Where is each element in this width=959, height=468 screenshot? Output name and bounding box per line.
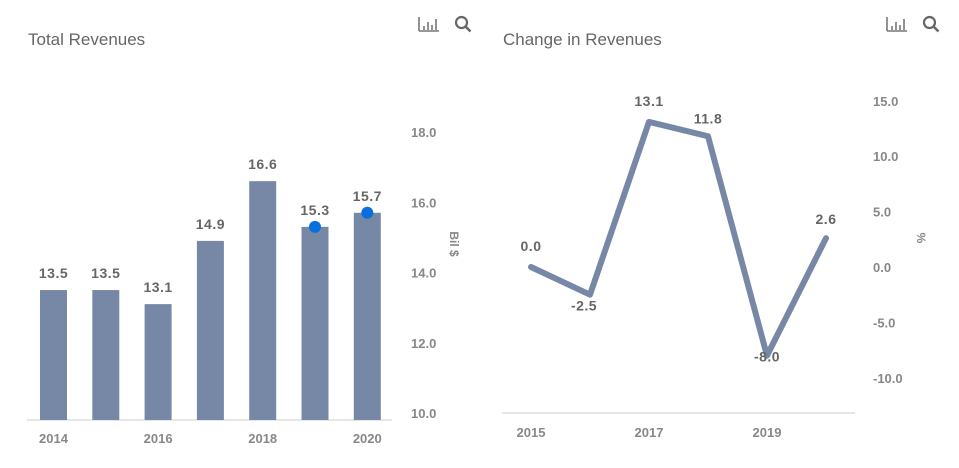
y-tick-12.0: 12.0	[411, 336, 436, 351]
bar-2015	[92, 290, 120, 420]
y-axis-label: %	[914, 233, 928, 244]
bar-chart-icon[interactable]	[418, 16, 440, 37]
bar-2018	[249, 181, 277, 420]
y-tick-18.0: 18.0	[411, 125, 436, 140]
x-tick-2014: 2014	[39, 431, 69, 446]
right-chart-title: Change in Revenues	[503, 30, 662, 49]
data-label-2018: 16.6	[248, 156, 277, 172]
data-label-2017: 14.9	[196, 216, 225, 232]
y-tick-10.0: 10.0	[411, 406, 436, 421]
revenue-change-line	[528, 118, 829, 359]
search-icon[interactable]	[454, 15, 472, 38]
left-chart-title: Total Revenues	[28, 30, 146, 49]
data-label-2016: -2.5	[571, 298, 597, 314]
y-axis-label: Bil $	[447, 231, 461, 257]
data-label-2015: 13.5	[91, 265, 120, 281]
y-tick-15.0: 15.0	[873, 94, 898, 109]
data-label-2019: 15.3	[300, 202, 329, 218]
y-tick-16.0: 16.0	[411, 195, 436, 210]
x-tick-2020: 2020	[353, 431, 382, 446]
bar-2016	[144, 304, 172, 420]
y-tick-5.0: 5.0	[873, 205, 891, 220]
data-label-2018: 11.8	[694, 110, 722, 126]
data-label-2016: 13.1	[143, 279, 172, 295]
search-icon[interactable]	[922, 15, 940, 38]
x-tick-2018: 2018	[248, 431, 277, 446]
bar-2014	[40, 290, 67, 420]
bar-2019	[301, 226, 329, 420]
y-tick--10.0: -10.0	[873, 371, 903, 386]
y-tick-10.0: 10.0	[873, 149, 898, 164]
data-label-2020: 15.7	[353, 188, 382, 204]
data-label-2020: 2.6	[816, 211, 837, 227]
y-tick-0.0: 0.0	[873, 260, 891, 275]
data-label-2014: 13.5	[39, 265, 68, 281]
data-label-2017: 13.1	[634, 93, 663, 109]
x-tick-2016: 2016	[144, 431, 173, 446]
marker-2020	[361, 206, 374, 219]
x-tick-2019: 2019	[753, 425, 782, 440]
bar-2017	[196, 240, 224, 420]
data-label-2015: 0.0	[521, 238, 542, 254]
x-tick-2017: 2017	[635, 425, 664, 440]
x-tick-2015: 2015	[517, 425, 546, 440]
bar-chart-icon[interactable]	[886, 16, 908, 37]
data-label-2019: -8.0	[754, 349, 780, 365]
y-tick-14.0: 14.0	[411, 266, 436, 281]
marker-2019	[309, 220, 321, 233]
bar-2020	[353, 212, 381, 420]
y-tick--5.0: -5.0	[873, 315, 895, 330]
